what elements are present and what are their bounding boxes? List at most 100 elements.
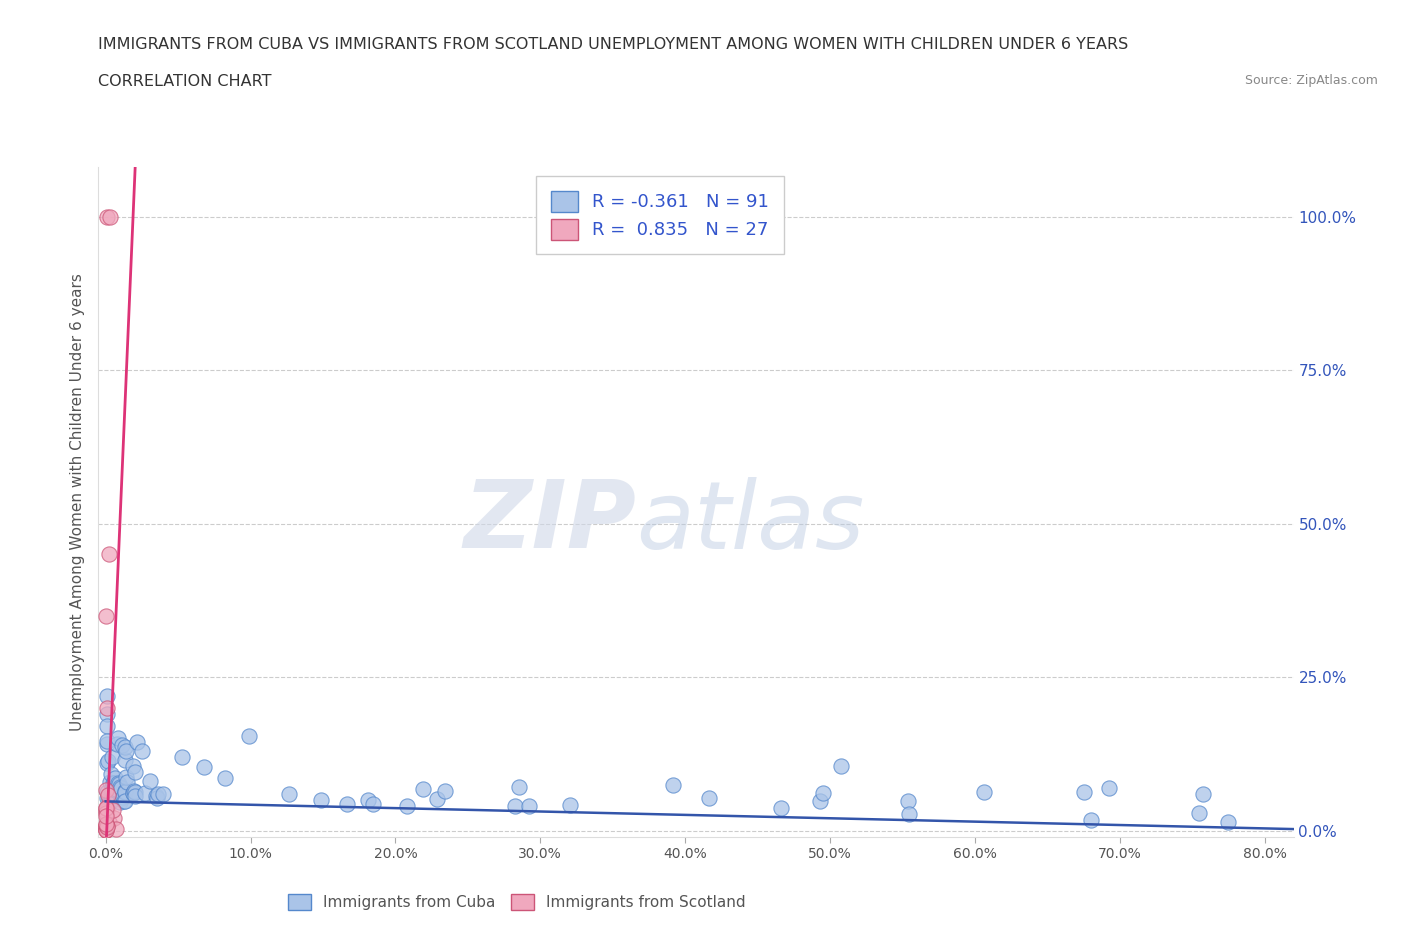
Point [238,728,260,743]
Point [139,774,162,789]
Point [434,784,457,799]
Legend: Immigrants from Cuba, Immigrants from Scotland: Immigrants from Cuba, Immigrants from Sc… [281,887,752,916]
Point [101,784,124,799]
Text: Source: ZipAtlas.com: Source: ZipAtlas.com [1244,74,1378,87]
Point [100,794,122,809]
Point [97,815,120,830]
Text: atlas: atlas [637,477,865,568]
Point [96,785,118,800]
Point [96,802,118,817]
Point [107,731,129,746]
Point [503,799,526,814]
Point [101,792,124,807]
Point [96,755,118,770]
Point [112,793,135,808]
Point [412,781,434,796]
Point [96,209,118,224]
Point [1073,784,1095,799]
Point [769,801,792,816]
Point [114,794,136,809]
Point [103,776,125,790]
Point [114,784,136,799]
Point [357,792,380,807]
Point [152,787,174,802]
Point [114,740,136,755]
Point [145,789,167,804]
Point [96,800,118,815]
Point [101,803,124,817]
Point [214,770,236,785]
Point [96,818,118,833]
Point [111,737,134,752]
Point [96,805,118,820]
Point [146,787,169,802]
Point [101,750,124,764]
Point [96,818,118,833]
Point [361,797,384,812]
Point [104,782,127,797]
Point [517,799,540,814]
Point [124,764,146,779]
Text: ZIP: ZIP [464,476,637,568]
Point [396,799,419,814]
Point [96,707,118,722]
Point [1097,780,1119,795]
Point [101,789,124,804]
Point [98,775,121,790]
Point [426,792,449,807]
Point [808,793,831,808]
Point [811,785,834,800]
Point [96,782,118,797]
Point [127,735,149,750]
Point [100,766,122,781]
Point [97,787,120,802]
Point [96,817,118,832]
Point [697,790,720,805]
Point [124,785,146,800]
Point [96,821,118,836]
Point [96,820,118,835]
Point [110,794,132,809]
Point [508,779,530,794]
Point [101,777,124,792]
Point [107,776,129,790]
Point [110,780,132,795]
Point [104,771,127,786]
Point [110,779,132,794]
Point [104,787,127,802]
Point [124,789,146,804]
Point [897,794,920,809]
Point [115,770,138,785]
Point [1188,806,1211,821]
Point [96,818,118,833]
Point [103,811,125,826]
Text: CORRELATION CHART: CORRELATION CHART [98,74,271,89]
Point [170,750,193,764]
Point [104,821,127,836]
Point [121,759,143,774]
Point [96,804,118,818]
Point [103,789,125,804]
Point [104,781,127,796]
Point [830,759,852,774]
Point [98,793,121,808]
Point [97,753,120,768]
Point [122,784,145,799]
Point [96,719,118,734]
Point [277,787,299,802]
Point [96,734,118,749]
Point [105,737,128,751]
Point [1216,815,1239,830]
Point [96,817,118,831]
Point [107,777,129,791]
Point [973,785,995,800]
Point [96,801,118,816]
Point [96,808,118,823]
Point [96,737,118,751]
Point [122,785,145,800]
Point [311,793,333,808]
Point [103,776,125,790]
Point [97,547,120,562]
Text: IMMIGRANTS FROM CUBA VS IMMIGRANTS FROM SCOTLAND UNEMPLOYMENT AMONG WOMEN WITH C: IMMIGRANTS FROM CUBA VS IMMIGRANTS FROM … [98,37,1129,52]
Point [134,786,156,801]
